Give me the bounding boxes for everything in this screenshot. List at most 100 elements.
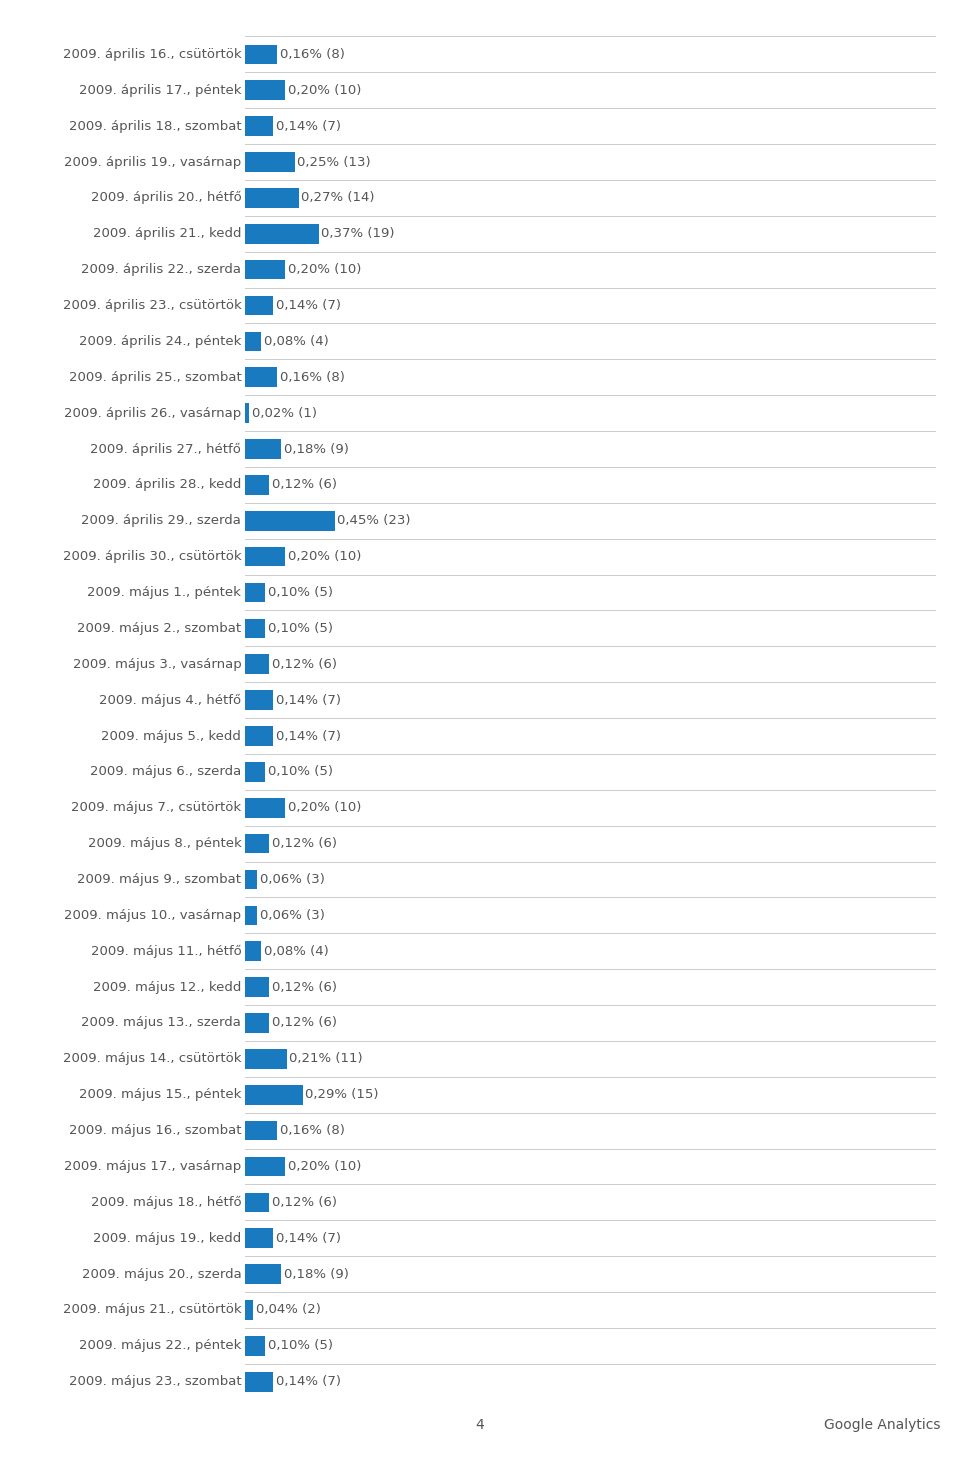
Bar — [245, 331, 261, 351]
Text: 2009. május 14., csütörtök: 2009. május 14., csütörtök — [62, 1053, 241, 1066]
Bar — [245, 367, 276, 388]
Text: 0,20% (10): 0,20% (10) — [287, 1161, 361, 1174]
Text: 0,14% (7): 0,14% (7) — [276, 299, 341, 312]
Bar — [245, 690, 273, 710]
Text: 2009. április 20., hétfő: 2009. április 20., hétfő — [90, 191, 241, 204]
Text: 0,14% (7): 0,14% (7) — [276, 120, 341, 133]
Text: 0,20% (10): 0,20% (10) — [287, 550, 361, 563]
Bar — [245, 905, 256, 926]
Text: 0,12% (6): 0,12% (6) — [272, 478, 337, 491]
Text: 2009. április 29., szerda: 2009. április 29., szerda — [82, 515, 241, 528]
Bar — [245, 80, 285, 101]
Text: 0,25% (13): 0,25% (13) — [298, 156, 372, 169]
Text: 2009. április 18., szombat: 2009. április 18., szombat — [69, 120, 241, 133]
Bar — [245, 618, 265, 639]
Text: 2009. április 16., csütörtök: 2009. április 16., csütörtök — [62, 48, 241, 61]
Text: 2009. május 15., péntek: 2009. május 15., péntek — [79, 1088, 241, 1101]
Text: 2009. április 23., csütörtök: 2009. április 23., csütörtök — [62, 299, 241, 312]
Text: 0,20% (10): 0,20% (10) — [287, 83, 361, 96]
Text: 0,18% (9): 0,18% (9) — [283, 443, 348, 455]
Bar — [245, 583, 265, 602]
Text: 4: 4 — [475, 1417, 485, 1432]
Bar — [245, 1372, 273, 1391]
Bar — [245, 763, 265, 781]
Text: 2009. április 27., hétfő: 2009. április 27., hétfő — [90, 442, 241, 455]
Text: Google Analytics: Google Analytics — [825, 1417, 941, 1432]
Bar — [245, 510, 335, 531]
Text: 2009. május 4., hétfő: 2009. május 4., hétfő — [99, 694, 241, 707]
Bar — [245, 296, 273, 315]
Text: 2009. április 24., péntek: 2009. április 24., péntek — [79, 335, 241, 348]
Text: 2009. május 1., péntek: 2009. május 1., péntek — [87, 586, 241, 599]
Bar — [245, 404, 249, 423]
Text: 2009. április 17., péntek: 2009. április 17., péntek — [79, 83, 241, 96]
Text: 0,18% (9): 0,18% (9) — [283, 1267, 348, 1280]
Bar — [245, 547, 285, 567]
Text: 2009. április 25., szombat: 2009. április 25., szombat — [68, 370, 241, 383]
Bar — [245, 726, 273, 746]
Bar — [245, 1264, 280, 1284]
Text: 2009. május 10., vasárnap: 2009. május 10., vasárnap — [64, 908, 241, 921]
Text: 2009. május 21., csütörtök: 2009. május 21., csütörtök — [62, 1303, 241, 1317]
Text: 2009. május 16., szombat: 2009. május 16., szombat — [69, 1124, 241, 1137]
Bar — [245, 834, 269, 853]
Text: 0,04% (2): 0,04% (2) — [255, 1303, 321, 1317]
Bar — [245, 1048, 287, 1069]
Bar — [245, 1013, 269, 1032]
Text: 2009. május 8., péntek: 2009. május 8., péntek — [87, 837, 241, 850]
Text: 2009. április 26., vasárnap: 2009. április 26., vasárnap — [64, 407, 241, 420]
Text: 0,08% (4): 0,08% (4) — [264, 945, 328, 958]
Text: 2009. április 21., kedd: 2009. április 21., kedd — [93, 227, 241, 241]
Bar — [245, 1301, 252, 1319]
Text: 2009. május 3., vasárnap: 2009. május 3., vasárnap — [73, 658, 241, 671]
Bar — [245, 225, 319, 243]
Text: 0,12% (6): 0,12% (6) — [272, 981, 337, 993]
Text: 2009. május 7., csütörtök: 2009. május 7., csütörtök — [71, 802, 241, 814]
Text: 2009. május 12., kedd: 2009. május 12., kedd — [93, 981, 241, 993]
Bar — [245, 1121, 276, 1140]
Text: 2009. május 22., péntek: 2009. május 22., péntek — [79, 1340, 241, 1353]
Text: 2009. május 20., szerda: 2009. május 20., szerda — [82, 1267, 241, 1280]
Bar — [245, 1156, 285, 1177]
Bar — [245, 1193, 269, 1212]
Text: 2009. április 28., kedd: 2009. április 28., kedd — [93, 478, 241, 491]
Text: 2009. május 9., szombat: 2009. május 9., szombat — [78, 873, 241, 886]
Text: 0,12% (6): 0,12% (6) — [272, 658, 337, 671]
Text: 0,08% (4): 0,08% (4) — [264, 335, 328, 348]
Text: 2009. május 13., szerda: 2009. május 13., szerda — [82, 1016, 241, 1029]
Text: 0,10% (5): 0,10% (5) — [268, 1340, 332, 1353]
Text: 0,45% (23): 0,45% (23) — [337, 515, 411, 528]
Text: 0,16% (8): 0,16% (8) — [279, 370, 345, 383]
Text: 2009. április 22., szerda: 2009. április 22., szerda — [82, 262, 241, 276]
Bar — [245, 260, 285, 280]
Bar — [245, 45, 276, 64]
Text: 0,29% (15): 0,29% (15) — [305, 1088, 379, 1101]
Text: 0,10% (5): 0,10% (5) — [268, 765, 332, 779]
Text: 0,06% (3): 0,06% (3) — [259, 873, 324, 886]
Bar — [245, 188, 299, 207]
Bar — [245, 977, 269, 997]
Text: 0,10% (5): 0,10% (5) — [268, 586, 332, 599]
Text: 0,20% (10): 0,20% (10) — [287, 262, 361, 276]
Text: 2009. május 6., szerda: 2009. május 6., szerda — [90, 765, 241, 779]
Text: 0,21% (11): 0,21% (11) — [290, 1053, 363, 1066]
Text: 0,10% (5): 0,10% (5) — [268, 623, 332, 634]
Bar — [245, 475, 269, 494]
Bar — [245, 439, 280, 459]
Text: 2009. május 5., kedd: 2009. május 5., kedd — [102, 729, 241, 742]
Text: 0,37% (19): 0,37% (19) — [322, 227, 395, 241]
Text: 0,12% (6): 0,12% (6) — [272, 1196, 337, 1209]
Text: 0,12% (6): 0,12% (6) — [272, 1016, 337, 1029]
Text: 2009. május 2., szombat: 2009. május 2., szombat — [77, 623, 241, 634]
Bar — [245, 655, 269, 674]
Text: 0,14% (7): 0,14% (7) — [276, 694, 341, 707]
Bar — [245, 869, 256, 889]
Text: 0,16% (8): 0,16% (8) — [279, 1124, 345, 1137]
Text: 0,02% (1): 0,02% (1) — [252, 407, 317, 420]
Bar — [245, 1229, 273, 1248]
Text: 2009. május 18., hétfő: 2009. május 18., hétfő — [90, 1196, 241, 1209]
Bar — [245, 798, 285, 818]
Text: 2009. május 19., kedd: 2009. május 19., kedd — [93, 1232, 241, 1245]
Bar — [245, 1085, 302, 1105]
Bar — [245, 117, 273, 136]
